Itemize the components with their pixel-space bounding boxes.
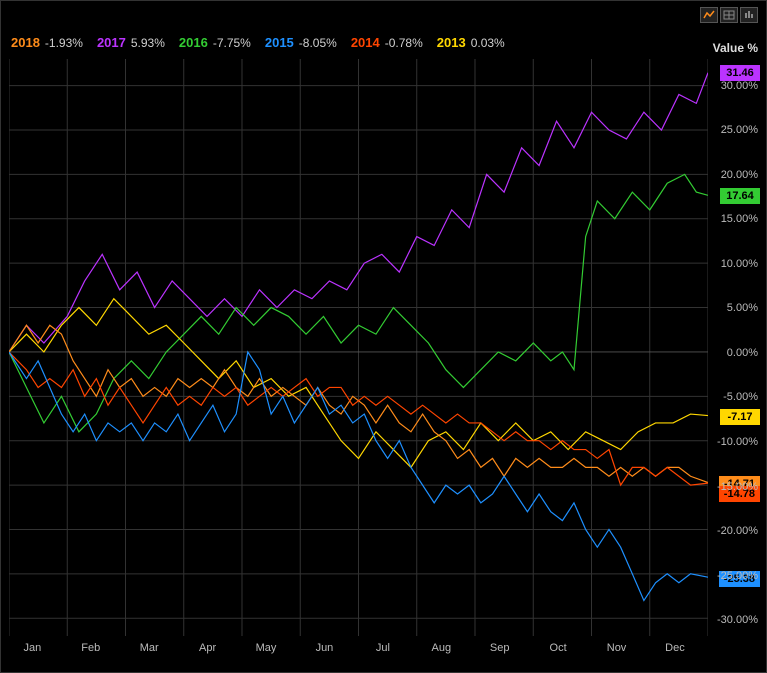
y-tick-label: 10.00% (721, 258, 758, 270)
legend-year: 2018 (11, 35, 40, 50)
chart-line-icon[interactable] (700, 7, 718, 23)
x-tick-label: Dec (665, 642, 685, 654)
y-tick-label: 0.00% (727, 347, 758, 359)
x-tick-label: Sep (490, 642, 510, 654)
legend-item[interactable]: 2015 -8.05% (265, 35, 337, 50)
y-axis-labels: -30.00% -25.00% -20.00% -15.00% -10.00% -5.00… (710, 59, 760, 636)
y-tick-label: 5.00% (727, 302, 758, 314)
y-tick-label: -30.00% (717, 614, 758, 626)
y-tick-label: 15.00% (721, 213, 758, 225)
y-tick-label: -25.00% (717, 570, 758, 582)
legend-item[interactable]: 2017 5.93% (97, 35, 165, 50)
x-tick-label: Jul (376, 642, 390, 654)
x-tick-label: May (256, 642, 277, 654)
legend-item[interactable]: 2018 -1.93% (11, 35, 83, 50)
legend: 2018-1.93%20175.93%2016-7.75%2015-8.05%2… (11, 35, 505, 50)
legend-year: 2016 (179, 35, 208, 50)
legend-item[interactable]: 2014 -0.78% (351, 35, 423, 50)
legend-year: 2017 (97, 35, 126, 50)
x-tick-label: Jun (316, 642, 334, 654)
x-tick-label: Apr (199, 642, 216, 654)
legend-year: 2014 (351, 35, 380, 50)
x-tick-label: Nov (607, 642, 627, 654)
y-tick-label: 30.00% (721, 80, 758, 92)
x-tick-label: Feb (81, 642, 100, 654)
legend-value: -7.75% (213, 36, 251, 50)
x-tick-label: Aug (431, 642, 451, 654)
y-tick-label: 20.00% (721, 169, 758, 181)
legend-value: -1.93% (45, 36, 83, 50)
y-tick-label: -10.00% (717, 436, 758, 448)
y-tick-label: 25.00% (721, 124, 758, 136)
y-axis-title: Value % (713, 41, 758, 55)
x-tick-label: Jan (23, 642, 41, 654)
chart-candle-icon[interactable] (740, 7, 758, 23)
chart-toolbar (700, 7, 758, 23)
x-tick-label: Mar (140, 642, 159, 654)
y-tick-label: -15.00% (717, 481, 758, 493)
x-tick-label: Oct (550, 642, 567, 654)
legend-value: 5.93% (131, 36, 165, 50)
legend-value: -8.05% (299, 36, 337, 50)
legend-year: 2013 (437, 35, 466, 50)
chart-container: 2018-1.93%20175.93%2016-7.75%2015-8.05%2… (0, 0, 767, 673)
y-tick-label: -5.00% (723, 391, 758, 403)
x-axis-labels: Jan Feb Mar Apr May Jun Jul Aug Sep Oct Nov Dec (9, 642, 708, 658)
chart-grid-icon[interactable] (720, 7, 738, 23)
legend-year: 2015 (265, 35, 294, 50)
legend-item[interactable]: 2016 -7.75% (179, 35, 251, 50)
legend-value: -0.78% (385, 36, 423, 50)
y-tick-label: -20.00% (717, 525, 758, 537)
legend-item[interactable]: 2013 0.03% (437, 35, 505, 50)
legend-value: 0.03% (471, 36, 505, 50)
chart-plot-area: 31.4617.64-7.17-14.71-14.78-25.38 (9, 59, 708, 636)
